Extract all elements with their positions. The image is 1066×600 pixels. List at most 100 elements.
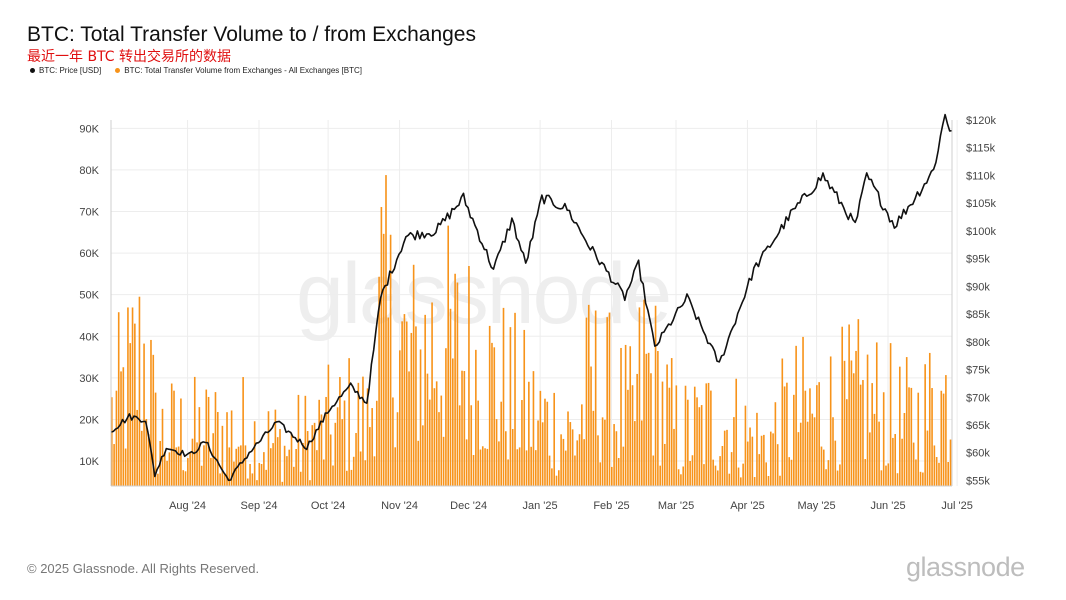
legend-item-price[interactable]: BTC: Price [USD] [30, 66, 101, 75]
volume-bar [610, 466, 613, 486]
volume-bar [440, 395, 443, 486]
volume-bar [357, 382, 360, 486]
volume-bar [848, 324, 850, 486]
volume-bar [809, 388, 811, 486]
volume-bar [389, 234, 392, 486]
y-right-tick-label: $60k [966, 448, 990, 460]
volume-bar [799, 422, 802, 486]
y-right-tick-label: $70k [966, 392, 990, 404]
volume-bar [426, 373, 429, 486]
volume-bar [256, 480, 258, 486]
volume-bar [352, 456, 355, 486]
volume-bar [435, 381, 438, 486]
volume-bar [502, 307, 505, 486]
volume-bar [189, 452, 191, 486]
volume-bar [859, 384, 862, 486]
y-right-tick-label: $110k [966, 170, 996, 182]
volume-bars [111, 175, 952, 486]
volume-bar [613, 424, 615, 486]
volume-bar [654, 305, 657, 486]
volume-bar [622, 446, 625, 486]
volume-bar [657, 351, 659, 486]
volume-bar [797, 432, 800, 486]
volume-bar [438, 412, 440, 486]
volume-bar [689, 461, 691, 486]
volume-bar [935, 457, 938, 486]
volume-bar [249, 463, 251, 486]
volume-bar [456, 282, 459, 486]
volume-bar [746, 441, 749, 486]
volume-bar [647, 352, 650, 486]
volume-bar [899, 366, 901, 486]
volume-bar [131, 307, 134, 486]
volume-bar [629, 346, 632, 486]
volume-bar [919, 471, 922, 486]
volume-bar [226, 412, 228, 486]
y-right-tick-label: $85k [966, 309, 990, 321]
volume-bar [419, 349, 422, 486]
volume-bar [168, 452, 171, 486]
volume-bar [726, 429, 728, 486]
volume-bar [737, 467, 740, 486]
volume-bar [152, 354, 155, 486]
volume-bar [680, 474, 682, 486]
volume-bar [530, 446, 532, 486]
volume-bar [408, 371, 410, 486]
volume-bar [366, 388, 369, 486]
legend-dot-volume [115, 68, 121, 73]
volume-bar [638, 307, 641, 486]
volume-bar [832, 417, 834, 486]
volume-bar [617, 458, 620, 486]
legend: BTC: Price [USD] BTC: Total Transfer Vol… [30, 66, 362, 75]
legend-label-price: BTC: Price [USD] [39, 66, 102, 75]
volume-bar [212, 433, 214, 486]
volume-bar [730, 452, 733, 486]
volume-bar [892, 437, 894, 486]
volume-bar [779, 475, 781, 486]
volume-bar [827, 460, 830, 486]
volume-bar [790, 459, 793, 486]
volume-bar [776, 444, 779, 486]
volume-bar [735, 378, 738, 486]
y-right-tick-label: $80k [966, 337, 990, 349]
volume-bar [371, 408, 373, 486]
volume-bar [553, 392, 555, 486]
volume-bar [567, 411, 569, 486]
volume-bar [931, 388, 933, 486]
volume-bar [650, 373, 652, 486]
volume-bar [364, 460, 367, 486]
volume-bar [813, 417, 816, 486]
volume-bar [461, 370, 463, 486]
volume-bar [682, 466, 685, 486]
volume-bar [334, 422, 337, 486]
volume-bar [182, 470, 185, 486]
volume-bar [624, 344, 627, 486]
volume-bar [933, 445, 936, 486]
volume-bar [362, 376, 364, 486]
volume-bar [375, 400, 378, 486]
x-tick-label: Aug '24 [169, 500, 206, 512]
volume-bar [304, 395, 307, 486]
volume-bar [145, 419, 148, 486]
volume-bar [636, 373, 638, 486]
legend-item-volume[interactable]: BTC: Total Transfer Volume from Exchange… [115, 66, 362, 75]
y-right-tick-label: $75k [966, 365, 990, 377]
volume-bar [246, 478, 249, 486]
volume-bar [269, 448, 272, 486]
volume-bar [122, 367, 125, 486]
y-right-tick-label: $100k [966, 226, 996, 238]
y-left-tick-label: 70K [79, 207, 99, 219]
volume-bar [666, 364, 668, 486]
volume-bar [765, 462, 767, 486]
volume-bar [599, 462, 602, 486]
volume-bar [825, 469, 827, 486]
volume-bar [723, 430, 726, 486]
volume-bar [548, 455, 551, 486]
volume-bar [311, 425, 314, 486]
volume-bar [442, 436, 445, 486]
volume-bar [380, 207, 383, 486]
volume-bar [387, 317, 390, 486]
volume-bar [885, 465, 887, 486]
volume-bar [216, 412, 219, 486]
